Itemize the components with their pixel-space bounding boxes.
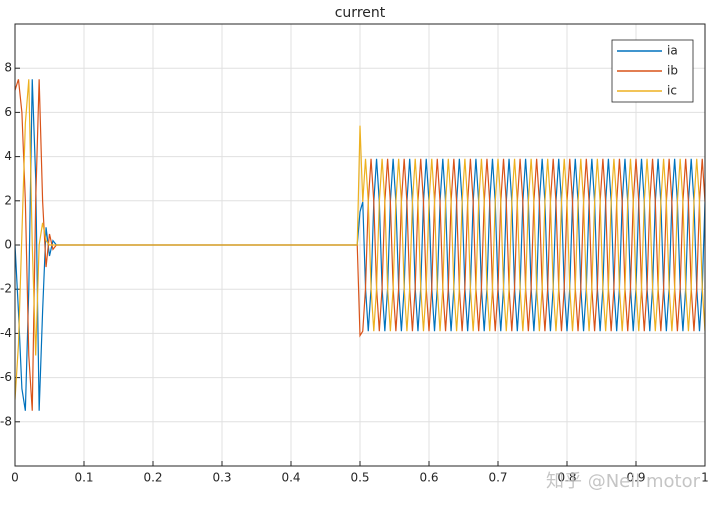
y-tick-label: -8: [0, 414, 12, 428]
y-tick-label: -2: [0, 282, 12, 296]
series-line: [15, 79, 705, 411]
y-tick-label: 0: [4, 238, 12, 252]
x-tick-label: 0.6: [419, 471, 438, 485]
y-tick-label: -6: [0, 370, 12, 384]
series-line: [15, 79, 705, 411]
y-tick-label: 6: [4, 105, 12, 119]
x-tick-label: 1: [701, 471, 709, 485]
x-tick-label: 0.5: [350, 471, 369, 485]
y-tick-label: -4: [0, 326, 12, 340]
legend-label: ic: [667, 84, 677, 98]
axes-box: [14, 23, 706, 467]
chart-title: current: [335, 5, 386, 21]
x-tick-label: 0.4: [281, 471, 300, 485]
legend-label: ib: [667, 64, 678, 78]
x-tick-label: 0: [11, 471, 19, 485]
series-line: [15, 79, 705, 400]
watermark: 知乎 @Neil motor: [546, 471, 701, 492]
x-tick-label: 0.1: [74, 471, 93, 485]
y-tick-label: 4: [4, 149, 12, 163]
x-tick-label: 0.8: [557, 471, 576, 485]
x-tick-label: 0.7: [488, 471, 507, 485]
y-tick-label: 8: [4, 61, 12, 75]
x-tick-label: 0.9: [626, 471, 645, 485]
x-tick-label: 0.3: [212, 471, 231, 485]
legend-label: ia: [667, 44, 678, 58]
y-tick-label: 2: [4, 193, 12, 207]
x-tick-label: 0.2: [143, 471, 162, 485]
plot-lines: [15, 79, 705, 411]
